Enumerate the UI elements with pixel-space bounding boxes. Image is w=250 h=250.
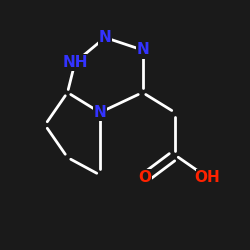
Text: N: N — [94, 105, 106, 120]
Text: N: N — [98, 30, 112, 45]
FancyBboxPatch shape — [136, 41, 149, 59]
FancyBboxPatch shape — [138, 169, 152, 186]
Text: NH: NH — [62, 55, 88, 70]
FancyBboxPatch shape — [98, 29, 112, 46]
FancyBboxPatch shape — [196, 169, 220, 186]
Text: O: O — [138, 170, 151, 185]
FancyBboxPatch shape — [93, 104, 107, 121]
Text: OH: OH — [194, 170, 220, 185]
Text: N: N — [136, 42, 149, 58]
FancyBboxPatch shape — [63, 54, 87, 71]
